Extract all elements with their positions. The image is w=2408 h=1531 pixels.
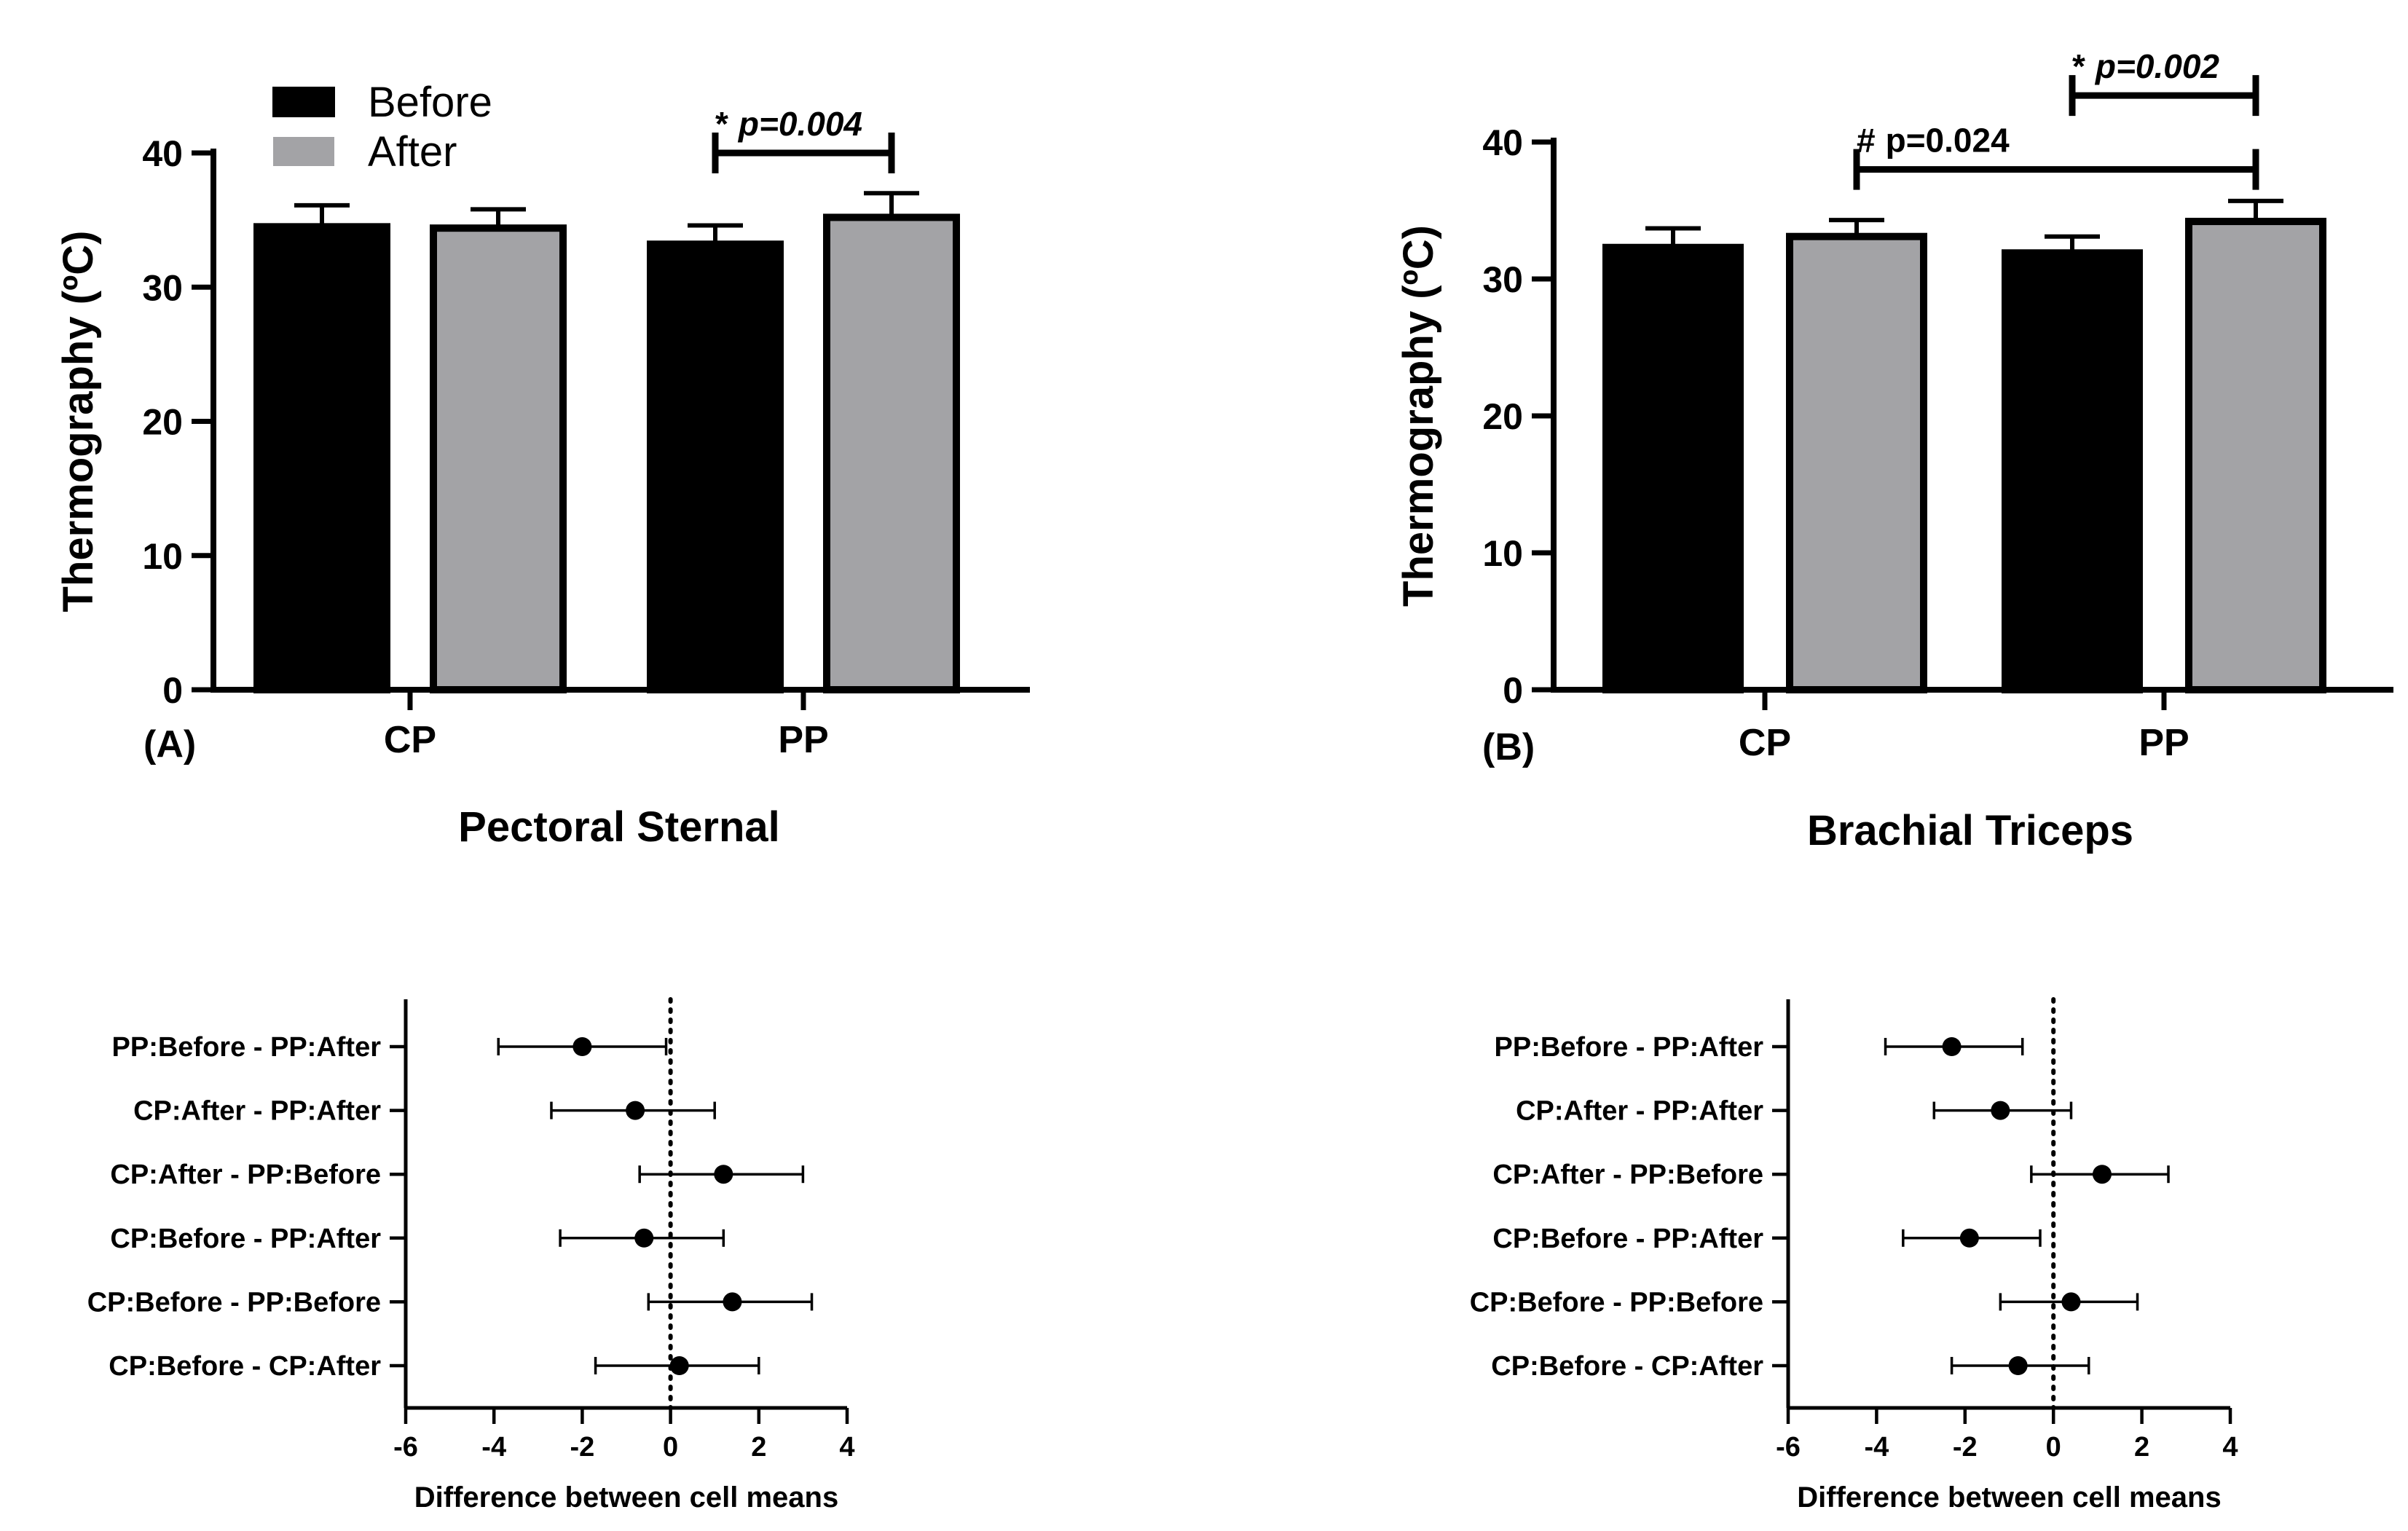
mean-difference-point (2008, 1356, 2028, 1375)
comparison-label: CP:Before - PP:Before (87, 1287, 381, 1318)
significance-label: * p=0.004 (715, 105, 862, 143)
y-tick-label: 30 (142, 267, 183, 308)
significance-marker: # (1857, 122, 1876, 160)
y-tick-label: 0 (1503, 670, 1523, 711)
significance-p-value: p=0.004 (737, 105, 862, 143)
y-axis-label: Thermography (ºC) (1395, 225, 1442, 607)
comparison-label: PP:Before - PP:After (112, 1032, 382, 1063)
significance-marker: * (2072, 47, 2085, 85)
bar-before-pp (647, 240, 784, 694)
mean-difference-point (1942, 1037, 1962, 1056)
mean-difference-point (2092, 1165, 2112, 1184)
comparison-label: CP:Before - PP:After (110, 1224, 381, 1254)
significance-label: # p=0.024 (1857, 122, 2010, 160)
x-tick-label: 4 (2222, 1432, 2238, 1463)
x-tick-label: -2 (1953, 1432, 1978, 1463)
y-axis-label: Thermography (ºC) (55, 231, 102, 613)
comparison-label: CP:After - PP:After (1516, 1096, 1763, 1127)
significance-label: * p=0.002 (2072, 47, 2219, 85)
mean-difference-point (723, 1292, 742, 1312)
x-axis-label: Difference between cell means (414, 1481, 838, 1514)
significance-p-value: p=0.002 (2094, 47, 2219, 85)
comparison-label: CP:Before - CP:After (109, 1351, 381, 1382)
y-tick-label: 10 (142, 536, 183, 577)
x-tick-label: 4 (839, 1432, 854, 1463)
x-tick-label: 0 (663, 1432, 678, 1463)
significance-p-value: p=0.024 (1886, 122, 2010, 160)
legend-swatch-before (272, 87, 335, 117)
panel-label: (B) (1482, 726, 1535, 768)
comparison-label: PP:Before - PP:After (1495, 1032, 1764, 1063)
y-tick-label: 40 (1482, 122, 1523, 163)
x-axis-label: Difference between cell means (1797, 1481, 2221, 1514)
comparison-label: CP:After - PP:After (133, 1096, 381, 1127)
x-tick-label: -4 (481, 1432, 506, 1463)
y-tick-label: 10 (1482, 533, 1523, 574)
x-category-label: PP (2139, 722, 2189, 764)
chart-title: Brachial Triceps (1807, 807, 2133, 854)
y-tick-label: 20 (142, 402, 183, 443)
mean-difference-point (626, 1101, 645, 1120)
bar-chart-brachial-triceps: 0 10 20 30 40 CP PP Thermography (ºC) (B) Brachia… (1395, 47, 2393, 854)
comparison-label: CP:Before - PP:After (1492, 1224, 1763, 1254)
bar-before-pp (2002, 249, 2143, 693)
x-tick-label: 2 (751, 1432, 766, 1463)
x-category-label: CP (1739, 722, 1791, 764)
x-category-label: PP (778, 719, 828, 761)
bar-after-pp (823, 213, 960, 693)
mean-difference-point (1959, 1228, 1979, 1248)
y-tick-label: 20 (1482, 396, 1523, 437)
mean-difference-point (634, 1228, 654, 1248)
comparison-label: CP:Before - CP:After (1491, 1351, 1763, 1382)
bar-before-cp (1602, 243, 1744, 693)
y-tick-label: 40 (142, 133, 183, 174)
y-tick-label: 0 (162, 670, 183, 711)
legend-label-after: After (368, 128, 457, 176)
legend-label-before: Before (368, 79, 492, 126)
legend-swatch-after (273, 137, 334, 166)
bar-after-pp (2185, 218, 2326, 694)
x-tick-label: 0 (2046, 1432, 2061, 1463)
x-tick-label: -6 (393, 1432, 418, 1463)
significance-marker: * (715, 105, 728, 143)
mean-difference-point (573, 1037, 592, 1056)
y-tick-label: 30 (1482, 259, 1523, 300)
mean-difference-point (2061, 1292, 2081, 1312)
comparison-label: CP:After - PP:Before (1492, 1160, 1763, 1190)
x-tick-label: -4 (1865, 1432, 1889, 1463)
bar-before-cp (253, 223, 390, 693)
x-category-label: CP (384, 719, 436, 761)
bar-after-cp (430, 224, 567, 693)
mean-difference-point (669, 1356, 689, 1375)
comparison-label: CP:Before - PP:Before (1470, 1287, 1763, 1318)
x-tick-label: -2 (570, 1432, 595, 1463)
panel-label: (A) (143, 723, 196, 766)
comparison-label: CP:After - PP:Before (110, 1160, 381, 1190)
chart-title: Pectoral Sternal (458, 803, 780, 851)
bar-after-cp (1786, 232, 1927, 694)
x-tick-label: 2 (2134, 1432, 2149, 1463)
mean-difference-point (1991, 1101, 2010, 1120)
bar-chart-pectoral-sternal: 0 10 20 30 40 CP PP Thermography (ºC) (A) Pectora… (55, 79, 1030, 851)
x-tick-label: -6 (1776, 1432, 1801, 1463)
mean-difference-point (714, 1165, 733, 1184)
